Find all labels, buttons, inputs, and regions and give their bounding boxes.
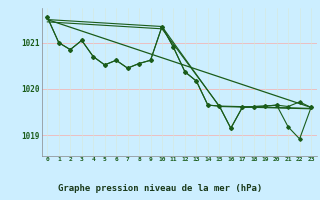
Text: Graphe pression niveau de la mer (hPa): Graphe pression niveau de la mer (hPa) xyxy=(58,184,262,193)
